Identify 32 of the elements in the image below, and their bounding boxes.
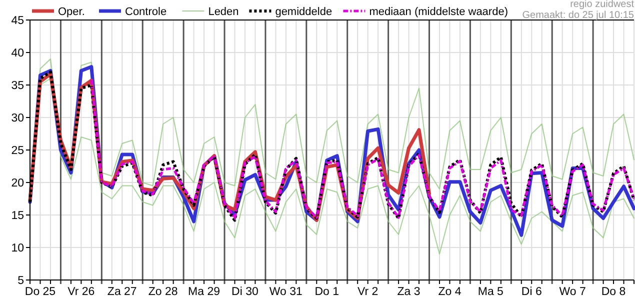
y-tick-label: 25 [11, 145, 24, 157]
x-tick-label: Vr 26 [68, 286, 95, 298]
x-tick-label: Zo 4 [438, 286, 462, 298]
legend-label: Controle [125, 6, 167, 18]
annotation: Gemaakt: do 25 jul 10:15 [522, 10, 634, 21]
x-tick-label: Di 30 [232, 286, 258, 298]
legend-label: gemiddelde [275, 6, 332, 18]
x-tick-label: Ma 5 [478, 286, 504, 298]
x-tick-label: Wo 31 [269, 286, 302, 298]
x-tick-label: Za 3 [397, 286, 420, 298]
y-tick-label: 40 [11, 48, 24, 60]
y-tick-label: 10 [11, 242, 24, 254]
text: regio zuidwest [570, 0, 634, 10]
legend-label: Oper. [58, 6, 85, 18]
y-tick-label: 30 [11, 112, 24, 124]
y-tick-label: 35 [11, 80, 24, 92]
x-tick-label: Za 27 [107, 286, 137, 298]
y-tick-label: 45 [11, 15, 24, 27]
y-tick-label: 20 [11, 178, 24, 190]
x-tick-label: Wo 7 [559, 286, 586, 298]
x-tick-label: Do 8 [601, 286, 626, 298]
x-tick-label: Do 1 [314, 286, 340, 298]
x-tick-label: Ma 29 [188, 286, 220, 298]
y-tick-label: 5 [18, 275, 24, 287]
line-series [90, 78, 635, 220]
x-tick-label: Do 25 [24, 286, 56, 298]
y-tick-label: 15 [11, 210, 24, 222]
x-tick-label: Zo 28 [148, 286, 178, 298]
x-tick-label: Vr 2 [357, 286, 378, 298]
legend-label: Leden [208, 6, 239, 18]
x-tick-label: Di 6 [521, 286, 542, 298]
legend-label: mediaan (middelste waarde) [369, 6, 508, 18]
